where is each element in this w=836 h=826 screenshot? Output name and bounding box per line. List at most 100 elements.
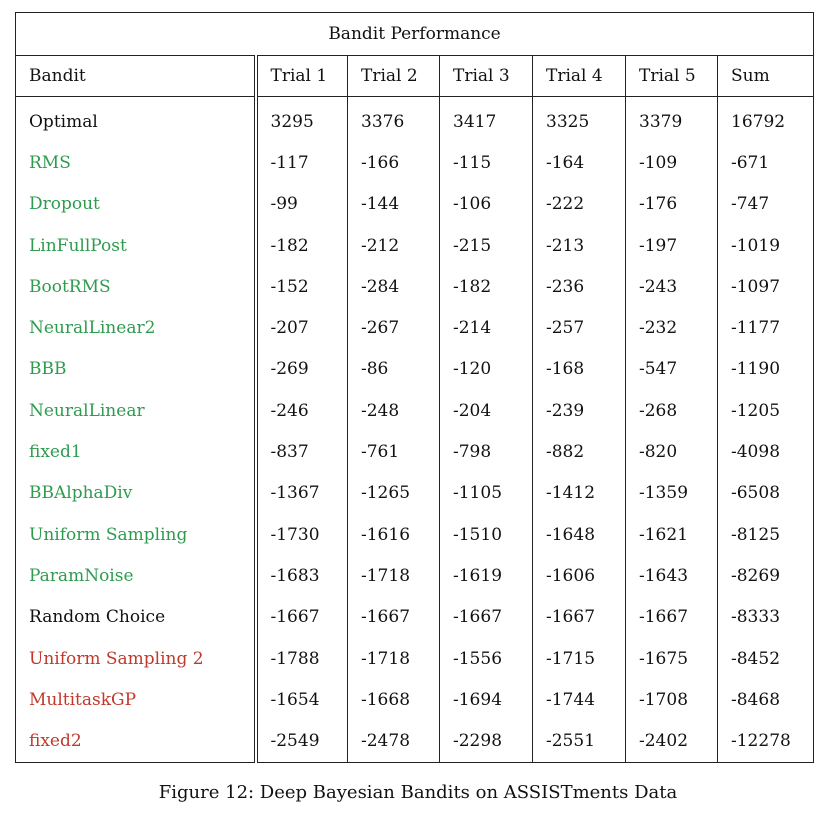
sum-value: 16792: [716, 96, 815, 143]
trial-3-value: -215: [439, 224, 533, 267]
trial-2-value: -212: [347, 224, 440, 267]
trial-1-value: 3295: [255, 96, 348, 143]
trial-5-value: -232: [625, 307, 718, 349]
header-sum: Sum: [716, 55, 815, 97]
trial-3-value: -1667: [439, 596, 533, 638]
trial-3-value: -2298: [439, 720, 533, 763]
trial-2-value: -144: [347, 183, 440, 225]
table-row: fixed1 -837 -761 -798 -882 -820 -4098: [15, 431, 815, 473]
sum-value: -6508: [716, 472, 815, 514]
sum-value: -1205: [716, 390, 815, 432]
sum-value: -8269: [716, 555, 815, 597]
sum-value: -8333: [716, 596, 815, 638]
trial-4-value: -1715: [532, 637, 626, 680]
header-trial-5: Trial 5: [625, 55, 718, 97]
trial-4-value: -1412: [532, 472, 626, 514]
trial-3-value: -1556: [439, 637, 533, 680]
trial-5-value: -1643: [625, 555, 718, 597]
table-row: Uniform Sampling -1730 -1616 -1510 -1648 -162…: [15, 513, 815, 556]
trial-1-value: -2549: [255, 720, 348, 763]
trial-4-value: -882: [532, 431, 626, 473]
trial-1-value: -99: [255, 183, 348, 225]
trial-4-value: -164: [532, 142, 626, 184]
trial-3-value: -182: [439, 266, 533, 308]
trial-3-value: -115: [439, 142, 533, 184]
sum-value: -671: [716, 142, 815, 184]
trial-1-value: -152: [255, 266, 348, 308]
sum-value: -8452: [716, 637, 815, 680]
trial-1-value: -182: [255, 224, 348, 267]
table-row: NeuralLinear -246 -248 -204 -239 -268 -1205: [15, 390, 815, 432]
trial-5-value: -1675: [625, 637, 718, 680]
bandit-name: ParamNoise: [15, 555, 258, 597]
trial-4-value: -1648: [532, 513, 626, 556]
sum-value: -8125: [716, 513, 815, 556]
trial-2-value: -166: [347, 142, 440, 184]
trial-4-value: 3325: [532, 96, 626, 143]
trial-1-value: -1683: [255, 555, 348, 597]
trial-5-value: -2402: [625, 720, 718, 763]
trial-4-value: -1667: [532, 596, 626, 638]
sum-value: -12278: [716, 720, 815, 763]
trial-5-value: -1667: [625, 596, 718, 638]
trial-5-value: -109: [625, 142, 718, 184]
trial-5-value: -197: [625, 224, 718, 267]
trial-2-value: -761: [347, 431, 440, 473]
trial-4-value: -257: [532, 307, 626, 349]
bandit-name: Dropout: [15, 183, 258, 225]
trial-3-value: -1694: [439, 679, 533, 721]
table-row: Optimal 3295 3376 3417 3325 3379 16792: [15, 96, 815, 143]
trial-2-value: -1667: [347, 596, 440, 638]
table-row: MultitaskGP -1654 -1668 -1694 -1744 -1708 -846…: [15, 679, 815, 721]
trial-4-value: -222: [532, 183, 626, 225]
table-row: BootRMS -152 -284 -182 -236 -243 -1097: [15, 266, 815, 308]
trial-3-value: -1105: [439, 472, 533, 514]
trial-2-value: -1668: [347, 679, 440, 721]
trial-2-value: 3376: [347, 96, 440, 143]
table-row: fixed2 -2549 -2478 -2298 -2551 -2402 -12278: [15, 720, 815, 763]
bandit-name: RMS: [15, 142, 258, 184]
table-row: NeuralLinear2 -207 -267 -214 -257 -232 -1177: [15, 307, 815, 349]
trial-2-value: -267: [347, 307, 440, 349]
table-row: Random Choice -1667 -1667 -1667 -1667 -1667 -8…: [15, 596, 815, 638]
bandit-name: fixed2: [15, 720, 258, 763]
header-trial-4: Trial 4: [532, 55, 626, 97]
trial-1-value: -837: [255, 431, 348, 473]
trial-4-value: -1744: [532, 679, 626, 721]
trial-1-value: -117: [255, 142, 348, 184]
trial-1-value: -1367: [255, 472, 348, 514]
sum-value: -1019: [716, 224, 815, 267]
bandit-name: BBB: [15, 348, 258, 391]
trial-4-value: -213: [532, 224, 626, 267]
sum-value: -747: [716, 183, 815, 225]
figure-caption: Figure 12: Deep Bayesian Bandits on ASSI…: [158, 782, 678, 803]
bandit-name: NeuralLinear: [15, 390, 258, 432]
bandit-name: BootRMS: [15, 266, 258, 308]
bandit-name: MultitaskGP: [15, 679, 258, 721]
table-row: Dropout -99 -144 -106 -222 -176 -747: [15, 183, 815, 225]
trial-4-value: -168: [532, 348, 626, 391]
trial-5-value: -547: [625, 348, 718, 391]
trial-3-value: -106: [439, 183, 533, 225]
header-trial-2: Trial 2: [347, 55, 440, 97]
trial-3-value: -798: [439, 431, 533, 473]
sum-value: -1177: [716, 307, 815, 349]
trial-1-value: -1667: [255, 596, 348, 638]
table-row: Uniform Sampling 2 -1788 -1718 -1556 -1715 -1…: [15, 637, 815, 680]
bandit-name: fixed1: [15, 431, 258, 473]
trial-1-value: -1730: [255, 513, 348, 556]
table-title: Bandit Performance: [14, 12, 815, 56]
trial-5-value: -1359: [625, 472, 718, 514]
sum-value: -1190: [716, 348, 815, 391]
bandit-name: BBAlphaDiv: [15, 472, 258, 514]
table-header-row: Bandit Trial 1 Trial 2 Trial 3 Trial 4 T…: [15, 55, 815, 97]
trial-2-value: -1718: [347, 637, 440, 680]
trial-3-value: -1619: [439, 555, 533, 597]
table-title-row: Bandit Performance: [14, 12, 815, 56]
trial-2-value: -1718: [347, 555, 440, 597]
table-row: BBB -269 -86 -120 -168 -547 -1190: [15, 348, 815, 391]
header-trial-3: Trial 3: [439, 55, 533, 97]
bandit-name: Uniform Sampling: [15, 513, 258, 556]
bandit-name: Random Choice: [15, 596, 258, 638]
trial-5-value: -1621: [625, 513, 718, 556]
